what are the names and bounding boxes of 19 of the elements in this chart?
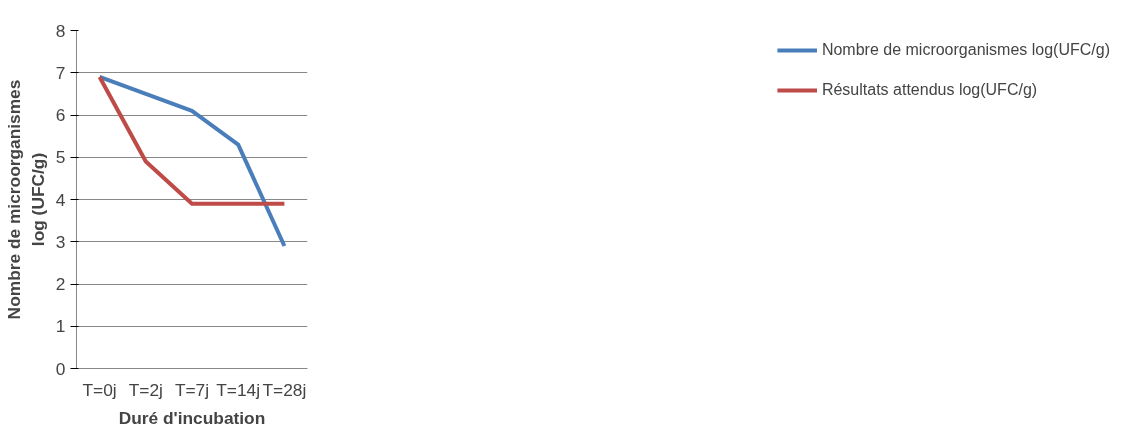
y-tick-label: 4 (55, 189, 66, 210)
x-tick-label: T=14j (216, 379, 261, 400)
x-axis-title: Duré d'incubation (118, 407, 266, 428)
x-tick-label: T=2j (128, 379, 163, 400)
y-tick-label: 1 (55, 316, 66, 337)
y-tick-label: 5 (55, 147, 66, 168)
y-tick-label: 8 (55, 20, 66, 41)
legend-label: Nombre de microorganismes log(UFC/g) (821, 41, 1110, 59)
y-tick-label: 6 (55, 105, 66, 125)
y-axis-title: Nombre de microorganismes log (UFC/g) (3, 79, 48, 320)
y-tick-label: 0 (55, 358, 66, 379)
x-tick-label: T=28j (262, 379, 307, 400)
y-tick-label: 7 (55, 62, 66, 83)
x-tick-label: T=0j (82, 379, 117, 400)
legend-label: Résultats attendus log(UFC/g) (821, 81, 1038, 99)
y-tick-label: 2 (55, 274, 66, 294)
x-tick-label: T=7j (174, 379, 210, 400)
line-series (97, 74, 287, 248)
y-tick-label: 3 (55, 231, 66, 252)
